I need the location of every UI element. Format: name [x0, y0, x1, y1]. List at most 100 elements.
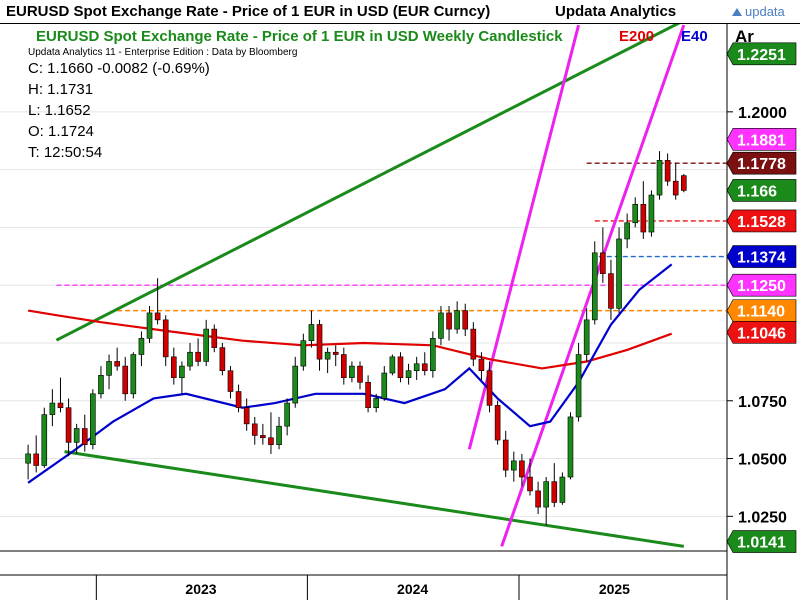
price-tag: 1.1528	[726, 209, 797, 233]
trendline	[55, 24, 681, 342]
logo-triangle-icon	[732, 8, 742, 16]
price-tag-label: 1.0141	[737, 535, 786, 552]
candle-body	[624, 222, 630, 240]
price-tag-label: 1.1250	[737, 278, 786, 295]
legend-item-e200: E200	[619, 28, 654, 45]
candle-body	[535, 490, 541, 508]
candle-body	[502, 439, 509, 471]
candle-body	[567, 416, 574, 478]
price-tags: 1.2251 1.1881 1.1778 1.166 1.1528 1.1374 1.125…	[726, 42, 797, 553]
candle-body	[640, 203, 647, 233]
candle-body	[559, 476, 566, 503]
price-tag-box	[726, 128, 797, 151]
window-title-bar: EURUSD Spot Exchange Rate - Price of 1 E…	[0, 0, 800, 24]
legend-item-e40: E40	[681, 28, 708, 45]
candle-body	[486, 370, 493, 406]
candle-body	[397, 356, 404, 378]
candle-body	[171, 356, 177, 378]
price-tag-label: 1.1881	[737, 132, 786, 149]
candle-body	[413, 363, 420, 372]
chart-subtitle: Updata Analytics 11 - Enterprise Edition…	[28, 47, 297, 58]
candle-body	[138, 338, 145, 355]
chart-title: EURUSD Spot Exchange Rate - Price of 1 E…	[36, 28, 563, 45]
candle-body	[332, 351, 339, 355]
candle-body	[146, 312, 153, 339]
candle-body	[672, 180, 679, 196]
candle-body	[583, 319, 590, 355]
brand-name: Updata Analytics	[555, 3, 677, 20]
candle-body	[373, 398, 379, 408]
candle-body	[470, 328, 477, 360]
ohlc-c-value: C: 1.1660 -0.0082 (-0.69%)	[28, 60, 210, 77]
candle-body	[365, 381, 371, 408]
candle-body	[648, 194, 655, 233]
x-tick-label: 2024	[397, 581, 428, 597]
price-tag: 1.166	[726, 179, 797, 202]
candle-body	[551, 481, 558, 503]
updata-logo: updata	[732, 4, 785, 19]
candle-body	[292, 365, 299, 404]
ohlc-h-value: H: 1.1731	[28, 81, 93, 98]
candle-body	[664, 160, 671, 182]
x-tick-label: 2025	[599, 581, 630, 597]
candle-body	[122, 365, 129, 395]
axis-unit-label: Ar	[735, 27, 754, 46]
chart-background	[0, 24, 800, 600]
candle-body	[130, 354, 137, 395]
price-tag-box	[726, 209, 797, 233]
ohlc-o-value: O: 1.1724	[28, 123, 94, 140]
candle-body	[543, 481, 549, 508]
candle-body	[260, 435, 266, 439]
candle-body	[349, 365, 355, 378]
candle-body	[243, 407, 250, 425]
candle-body	[162, 319, 169, 358]
candle-body	[114, 361, 120, 367]
candle-body	[430, 338, 436, 372]
window-title: EURUSD Spot Exchange Rate - Price of 1 E…	[6, 3, 491, 20]
candle-body	[357, 365, 363, 383]
candle-body	[511, 460, 517, 471]
candle-body	[575, 354, 582, 418]
candle-body	[98, 375, 104, 395]
candle-body	[421, 363, 428, 372]
candle-body	[681, 175, 687, 191]
legend: E200 E40	[619, 28, 708, 45]
logo-text: updata	[745, 4, 785, 19]
candlestick-chart[interactable]: 2023 2024 2025 1.2000 1.0750 1.0500 1.0250 1.…	[0, 24, 800, 600]
price-tag-label: 1.1778	[737, 156, 786, 173]
candle-body	[154, 312, 161, 321]
price-tag-label: 1.1140	[737, 304, 785, 321]
candle-body	[389, 356, 396, 374]
price-tag: 1.1046	[726, 321, 797, 344]
price-tag-label: 1.1528	[737, 214, 786, 231]
candle-body	[324, 351, 331, 360]
candle-body	[300, 340, 307, 367]
candle-body	[446, 312, 452, 330]
price-tag-box	[726, 321, 797, 344]
candle-body	[203, 328, 209, 362]
price-tag: 1.1374	[726, 245, 797, 268]
candle-body	[478, 358, 485, 372]
candle-body	[616, 238, 622, 309]
trendline	[64, 450, 685, 548]
candle-body	[187, 351, 193, 367]
price-tag-label: 1.1374	[737, 250, 786, 267]
price-axis[interactable]: 1.2000 1.0750 1.0500 1.0250	[727, 105, 787, 526]
candle-body	[268, 437, 274, 445]
candle-body	[49, 402, 56, 415]
candle-body	[284, 402, 290, 427]
ohlc-t-value: T: 12:50:54	[28, 144, 102, 161]
candle-body	[41, 414, 48, 466]
candle-body	[227, 370, 234, 392]
candle-body	[25, 453, 31, 464]
price-tag-box	[726, 530, 797, 553]
y-tick-label: 1.2000	[738, 105, 787, 122]
candle-body	[219, 347, 226, 372]
moving-average-e200	[27, 309, 673, 370]
candle-body	[527, 476, 533, 492]
price-tag: 1.1881	[726, 128, 797, 151]
candle-body	[316, 324, 323, 360]
price-tag: 1.2251	[726, 42, 797, 66]
price-tag: 1.1140	[726, 299, 797, 322]
